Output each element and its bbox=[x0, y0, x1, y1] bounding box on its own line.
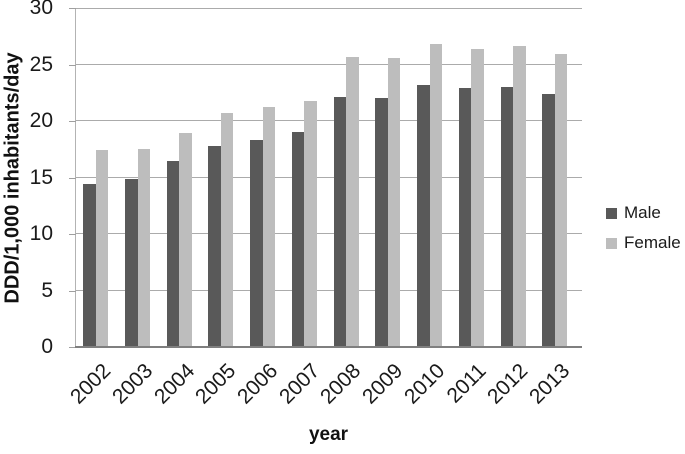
y-tick-20 bbox=[69, 121, 76, 122]
bar-female-2005 bbox=[220, 113, 234, 347]
gridline-y-20 bbox=[75, 120, 582, 121]
x-tick-label-2005: 2005 bbox=[191, 359, 241, 409]
x-tick-label-2011: 2011 bbox=[442, 359, 491, 408]
y-tick-label-0: 0 bbox=[41, 335, 53, 358]
y-tick-label-10: 10 bbox=[29, 222, 53, 245]
x-tick-label-2004: 2004 bbox=[149, 359, 199, 409]
legend-label-female: Female bbox=[624, 233, 681, 252]
bar-female-2009 bbox=[387, 57, 401, 347]
bar-female-2012 bbox=[513, 46, 526, 347]
bar-male-2008 bbox=[333, 97, 347, 347]
gridline-y-30 bbox=[75, 8, 582, 9]
bar-female-2002 bbox=[95, 150, 109, 347]
y-tick-10 bbox=[69, 234, 76, 235]
y-tick-30 bbox=[69, 8, 76, 9]
bar-female-2008 bbox=[346, 56, 359, 347]
bar-male-2012 bbox=[500, 87, 514, 347]
bar-male-2011 bbox=[458, 88, 472, 347]
y-tick-label-20: 20 bbox=[29, 109, 53, 132]
x-axis-title: year bbox=[308, 424, 349, 445]
gridline-y-25 bbox=[75, 63, 582, 65]
x-axis-baseline bbox=[75, 346, 582, 348]
x-tick-label-2007: 2007 bbox=[274, 359, 325, 409]
bar-male-2013 bbox=[542, 93, 555, 347]
bar-female-2004 bbox=[179, 133, 192, 347]
legend: Male Female bbox=[606, 202, 681, 262]
bar-male-2009 bbox=[375, 98, 388, 347]
legend-label-male: Male bbox=[624, 203, 661, 222]
x-tick-label-2013: 2013 bbox=[525, 359, 575, 409]
bar-female-2011 bbox=[471, 48, 484, 347]
y-tick-label-25: 25 bbox=[29, 52, 53, 76]
bar-female-2006 bbox=[262, 107, 276, 347]
legend-marker-male-icon bbox=[606, 207, 617, 219]
x-tick-label-2003: 2003 bbox=[107, 359, 158, 409]
y-tick-25 bbox=[69, 64, 76, 66]
bar-female-2010 bbox=[429, 44, 443, 347]
y-tick-label-5: 5 bbox=[41, 278, 53, 302]
x-tick-label-2006: 2006 bbox=[232, 359, 283, 409]
legend-item-female: Female bbox=[606, 232, 681, 254]
y-tick-label-30: 30 bbox=[29, 0, 53, 19]
plot-area bbox=[75, 8, 582, 348]
bar-male-2005 bbox=[208, 145, 221, 347]
legend-item-male: Male bbox=[606, 202, 681, 224]
x-tick-label-2010: 2010 bbox=[399, 359, 450, 409]
x-tick-label-2002: 2002 bbox=[66, 359, 116, 409]
bar-female-2007 bbox=[304, 100, 317, 347]
bar-male-2004 bbox=[166, 160, 180, 347]
bar-female-2013 bbox=[554, 54, 568, 347]
x-tick-label-2012: 2012 bbox=[483, 359, 533, 409]
y-tick-15 bbox=[69, 177, 76, 179]
gridline-y-5 bbox=[75, 289, 582, 291]
gridline-y-10 bbox=[75, 233, 582, 234]
x-tick-label-2008: 2008 bbox=[316, 359, 366, 409]
bar-male-2006 bbox=[250, 140, 263, 347]
bar-male-2010 bbox=[417, 84, 430, 347]
gridline-y-15 bbox=[75, 176, 582, 178]
y-tick-label-15: 15 bbox=[29, 165, 53, 189]
y-tick-0 bbox=[69, 347, 76, 348]
x-tick-label-2009: 2009 bbox=[358, 359, 408, 409]
bar-male-2003 bbox=[125, 178, 138, 347]
bar-female-2003 bbox=[137, 149, 151, 347]
y-tick-5 bbox=[69, 290, 76, 292]
bar-male-2002 bbox=[83, 184, 96, 347]
legend-marker-female-icon bbox=[606, 237, 617, 249]
bar-male-2007 bbox=[291, 132, 305, 347]
